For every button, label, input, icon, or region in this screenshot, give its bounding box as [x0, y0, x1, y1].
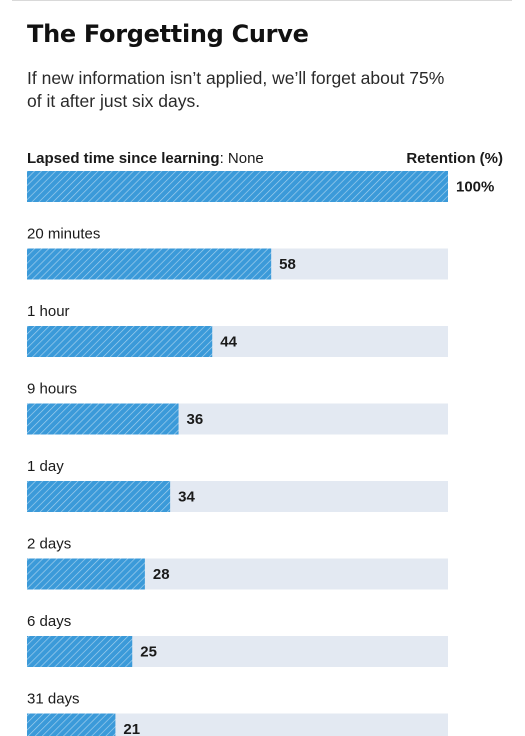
column-header-row: Lapsed time since learning: None Retenti…	[27, 150, 503, 170]
data-label: 25	[140, 644, 157, 661]
category-axis-title: Lapsed time since learning	[27, 150, 220, 167]
bar	[27, 171, 448, 202]
bar-track	[27, 713, 448, 736]
chart-subtitle: If new information isn’t applied, we’ll …	[27, 68, 445, 111]
bar	[27, 481, 171, 512]
data-label: 58	[279, 256, 296, 273]
bar	[27, 403, 179, 435]
chart-title: The Forgetting Curve	[27, 20, 309, 48]
data-label: 44	[220, 334, 237, 351]
category-axis-first-value: : None	[219, 150, 264, 167]
value-axis-title: Retention (%)	[406, 150, 503, 167]
category-label: 6 days	[27, 613, 71, 630]
data-label: 100%	[456, 179, 494, 196]
bar	[27, 248, 272, 280]
bar	[27, 636, 133, 667]
category-label: 2 days	[27, 536, 71, 553]
category-axis-header: Lapsed time since learning: None	[27, 150, 264, 167]
category-label: 1 day	[27, 458, 64, 475]
data-label: 21	[123, 721, 140, 736]
category-label: 31 days	[27, 691, 80, 708]
category-label: 1 hour	[27, 303, 70, 320]
category-label: 20 minutes	[27, 226, 100, 243]
data-label: 28	[153, 566, 170, 583]
data-label: 34	[178, 489, 195, 506]
category-label: 9 hours	[27, 381, 77, 398]
data-label: 36	[187, 411, 204, 428]
top-divider	[12, 0, 512, 1]
bar	[27, 326, 213, 357]
bar	[27, 713, 116, 736]
bar	[27, 558, 145, 590]
